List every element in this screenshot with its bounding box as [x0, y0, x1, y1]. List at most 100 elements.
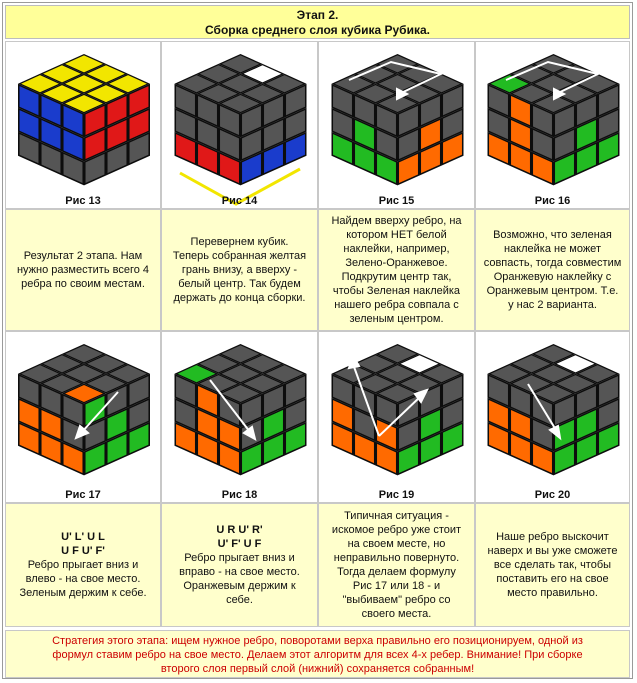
text-line: грань внизу, а вверху -	[181, 264, 298, 276]
text-line: все сделать так, чтобы	[493, 559, 612, 571]
stage-subtitle: Сборка среднего слоя кубика Рубика.	[205, 23, 430, 37]
top-sticker	[199, 375, 238, 393]
formula-18-line2: U' F' U F	[217, 538, 262, 550]
top-sticker	[400, 65, 439, 83]
right-sticker	[129, 134, 149, 164]
top-sticker	[43, 85, 81, 103]
figure-18: Рис 18	[161, 331, 318, 503]
top-sticker	[221, 384, 260, 403]
left-sticker	[41, 95, 61, 126]
right-sticker	[599, 400, 618, 430]
stage-label: Этап 2.	[296, 8, 339, 22]
right-sticker	[264, 143, 283, 174]
text-line: держать до конца сборки.	[173, 292, 306, 304]
cube-body	[18, 344, 150, 476]
text-line: наклейки, например,	[343, 243, 450, 255]
text-line: Перевернем кубик.	[190, 236, 289, 248]
cube-body	[18, 54, 150, 186]
caption-16: Рис 16	[534, 195, 571, 207]
right-sticker	[286, 110, 305, 140]
text-line: котором НЕТ белой	[346, 229, 447, 241]
right-sticker	[85, 395, 105, 426]
left-sticker	[511, 385, 530, 416]
right-sticker	[129, 86, 149, 116]
top-sticker	[422, 75, 461, 93]
text-line: Теперь собранная желтая	[172, 250, 307, 262]
cube-fig14	[174, 54, 307, 206]
text-line: зеленым центром.	[349, 313, 444, 325]
left-sticker	[19, 134, 39, 164]
left-sticker	[533, 129, 552, 160]
right-sticker	[421, 409, 440, 440]
text-line: Зеленым держим к себе.	[19, 587, 147, 599]
text-line: Оранжевым держим к	[183, 580, 296, 592]
left-sticker	[198, 409, 217, 440]
cube-fig13	[18, 54, 150, 186]
text-line: наклейка не может	[503, 243, 601, 255]
left-sticker	[220, 419, 239, 450]
text-line: Возможно, что зеленая	[493, 229, 612, 241]
right-sticker	[107, 143, 127, 174]
right-sticker	[264, 385, 283, 416]
left-sticker	[19, 376, 39, 406]
left-sticker	[176, 376, 195, 406]
left-sticker	[220, 129, 239, 160]
figure-13: Рис 13	[5, 41, 161, 209]
left-sticker	[198, 95, 217, 126]
footer-line: формул ставим ребро на свое место. Делае…	[52, 649, 583, 661]
caption-13: Рис 13	[65, 195, 101, 207]
right-sticker	[107, 95, 127, 126]
right-sticker	[107, 385, 127, 416]
yellow-bracket-icon	[179, 167, 301, 206]
top-sticker	[87, 375, 125, 393]
top-sticker	[43, 65, 81, 83]
rotate-arrow-icon	[347, 353, 429, 437]
right-sticker	[85, 153, 105, 184]
caption-14: Рис 14	[221, 195, 258, 207]
right-sticker	[599, 376, 618, 406]
top-sticker	[221, 55, 260, 73]
right-sticker	[577, 385, 596, 416]
right-sticker	[443, 376, 462, 406]
left-sticker	[176, 110, 195, 140]
right-sticker	[286, 86, 305, 116]
left-sticker	[41, 409, 61, 440]
left-sticker	[41, 119, 61, 150]
figure-19: Рис 19	[318, 331, 475, 503]
right-sticker	[242, 105, 261, 136]
top-sticker	[43, 375, 81, 393]
text-line: наверх и вы уже сможете	[487, 545, 618, 557]
text-line: Рис 17 или 18 - и	[352, 580, 441, 592]
right-sticker	[85, 105, 105, 136]
top-sticker	[356, 85, 395, 103]
right-sticker	[555, 395, 574, 426]
top-sticker	[199, 85, 238, 103]
text-line: Подкрутим центр так,	[341, 271, 452, 283]
right-sticker	[599, 86, 618, 116]
top-sticker	[556, 65, 595, 83]
top-sticker	[87, 65, 125, 83]
right-sticker	[599, 110, 618, 140]
left-sticker	[377, 443, 396, 474]
left-sticker	[63, 153, 83, 184]
formula-18-line1: U R U' R'	[216, 524, 263, 536]
text-15: Найдем вверху ребро, на котором НЕТ белой…	[318, 209, 475, 331]
cube-fig18	[174, 344, 307, 476]
top-sticker	[243, 65, 282, 83]
left-sticker	[19, 400, 39, 430]
left-sticker	[489, 376, 508, 406]
right-sticker	[264, 409, 283, 440]
right-sticker	[599, 424, 618, 454]
left-sticker	[377, 153, 396, 184]
right-sticker	[264, 95, 283, 126]
left-sticker	[377, 105, 396, 136]
left-sticker	[355, 119, 374, 150]
figure-16: Рис 16	[475, 41, 630, 209]
left-sticker	[533, 443, 552, 474]
left-sticker	[333, 110, 352, 140]
top-sticker	[356, 375, 395, 393]
top-sticker	[534, 75, 573, 93]
top-sticker	[65, 55, 103, 73]
left-sticker	[198, 385, 217, 416]
